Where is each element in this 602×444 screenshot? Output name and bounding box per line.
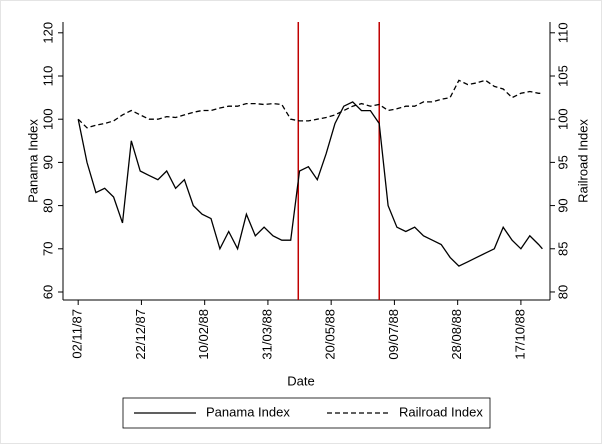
y2-tick-label: 100 [555,108,570,130]
x-tick-label: 31/03/88 [259,309,274,360]
x-tick-label: 09/07/88 [386,309,401,360]
y-tick-label: 80 [40,198,55,212]
x-tick-label: 17/10/88 [512,309,527,360]
y2-tick-label: 85 [555,242,570,256]
y2-tick-label: 95 [555,155,570,169]
y-tick-label: 100 [40,108,55,130]
legend-label: Railroad Index [399,404,483,419]
y-tick-label: 120 [40,22,55,44]
y2-tick-label: 80 [555,285,570,299]
y-tick-label: 70 [40,242,55,256]
y-tick-label: 90 [40,155,55,169]
legend-label: Panama Index [206,404,290,419]
x-axis-title: Date [287,373,314,388]
y2-tick-label: 90 [555,198,570,212]
x-tick-label: 02/11/87 [70,309,85,359]
x-tick-label: 20/05/88 [323,309,338,360]
series-line [77,101,543,267]
x-tick-label: 10/02/88 [196,309,211,360]
y-tick-label: 60 [40,285,55,299]
y2-tick-label: 110 [555,22,570,43]
y-tick-label: 110 [40,66,55,87]
x-tick-label: 28/08/88 [449,309,464,360]
x-tick-label: 22/12/87 [133,309,148,360]
y-axis-title: Panama Index [25,119,40,203]
y2-axis-title: Railroad Index [575,119,590,203]
y2-tick-label: 105 [555,65,570,87]
